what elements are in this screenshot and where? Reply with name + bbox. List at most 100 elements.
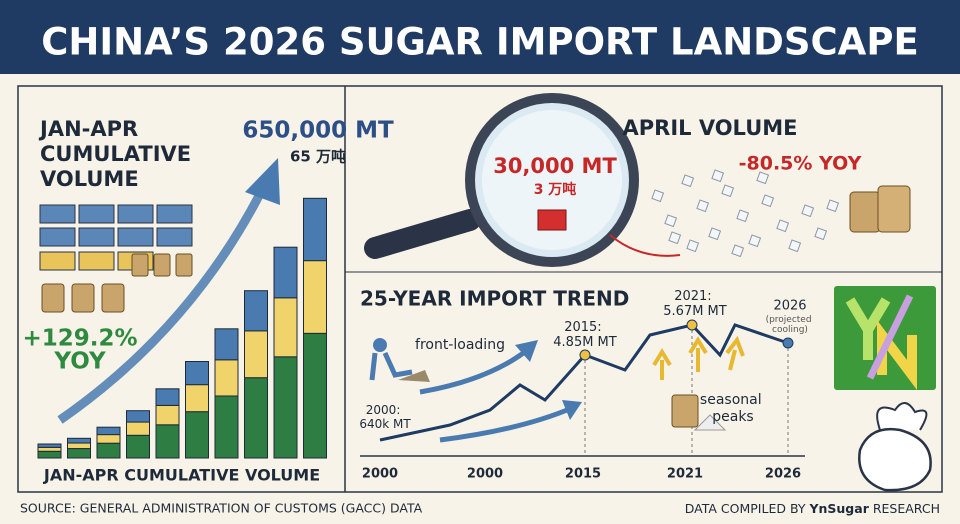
heading-line: CUMULATIVE [40, 142, 191, 166]
trend-axis-labels: 2000 2000 2015 2021 2026 [362, 330, 801, 482]
sugar-bag [131, 253, 149, 277]
container [78, 251, 115, 271]
yoy-value: +129.2% [22, 326, 137, 352]
container [156, 204, 193, 224]
bar-segment [273, 297, 298, 358]
logo-mark [845, 297, 891, 360]
bar-segment [37, 443, 62, 448]
sugar-bag [877, 185, 911, 233]
trend-line [379, 323, 789, 442]
sugar-cube [731, 244, 745, 258]
growth-arrow [57, 187, 267, 424]
annotation-2000: 2000: 640k MT [359, 403, 411, 431]
container [156, 227, 193, 247]
sugar-cube [708, 227, 722, 241]
sugar-cubes [651, 169, 840, 258]
april-value: 30,000 MT [493, 154, 617, 178]
bar-segment [67, 442, 91, 450]
bar-segment [244, 290, 268, 332]
sugar-bag [849, 191, 881, 233]
container-icons [39, 204, 193, 313]
container [78, 227, 115, 247]
credit-prefix: DATA COMPILED BY [685, 501, 810, 516]
beet [858, 427, 932, 492]
credit-brand: YnSugar [808, 501, 869, 516]
line: 4.85M MT [553, 335, 617, 350]
sugar-cube [681, 174, 695, 188]
magnifier-glass [482, 110, 622, 250]
sugar-cube [748, 234, 762, 248]
pointer-line [609, 234, 681, 257]
total-volume: 650,000 MT [242, 118, 394, 144]
bar-segment [37, 446, 62, 452]
footer-source: SOURCE: GENERAL ADMINISTRATION OF CUSTOM… [20, 501, 423, 516]
bar-segment [214, 328, 239, 361]
sugar-cube [668, 231, 682, 245]
chart-label: JAN-APR CUMULATIVE VOLUME [43, 466, 320, 485]
bar-segment [303, 260, 327, 334]
bar-segment [96, 442, 121, 459]
magnifier-handle [364, 209, 481, 259]
seasonal-label: seasonal peaks [700, 392, 766, 425]
sugar-cube [826, 199, 840, 213]
heading-line: JAN-APR [38, 117, 138, 141]
bar-segment [155, 388, 180, 406]
stacked-bars [37, 197, 327, 459]
trend-arrowhead [562, 400, 582, 420]
bar-segment [303, 197, 327, 262]
sugar-cube [756, 171, 770, 185]
sugar-cube [776, 219, 790, 233]
sugar-cube [736, 209, 750, 223]
bar-segment [126, 434, 150, 459]
sugar-cube [651, 189, 665, 203]
axis-label: 2026 [765, 467, 801, 482]
container [39, 251, 76, 271]
credit-suffix: RESEARCH [869, 501, 940, 516]
bar-segment [126, 421, 150, 436]
axis-label: 2021 [667, 467, 703, 482]
header-bar [0, 0, 960, 74]
sugar-bag [101, 283, 125, 313]
bar-segment [303, 332, 327, 459]
trend-point [686, 319, 698, 331]
worker-icon [369, 351, 413, 381]
trend-point [782, 337, 794, 349]
trend-point [579, 349, 591, 361]
april-heading: APRIL VOLUME [623, 116, 798, 140]
trend-title: 25-YEAR IMPORT TREND [360, 287, 629, 311]
sugar-bag [41, 283, 65, 313]
worker-icon [373, 338, 387, 352]
trend-arrow [419, 346, 532, 395]
trend-arrowhead [515, 340, 538, 362]
sugar-cube [696, 199, 710, 213]
bar-segment [126, 410, 150, 423]
line: cooling) [772, 325, 808, 335]
line: peaks [712, 409, 753, 425]
bar-segment [244, 377, 268, 459]
cumulative-heading: JAN-APR CUMULATIVE VOLUME [38, 117, 198, 191]
logo-cane [866, 294, 914, 380]
footer-credit: DATA COMPILED BY YnSugar RESEARCH [685, 501, 940, 516]
total-volume-cn: 65 万吨 [290, 148, 346, 166]
axis-label: 2000 [362, 467, 398, 482]
line: (projected [766, 315, 812, 325]
sugar-cube [814, 227, 828, 241]
sugar-cube [686, 239, 700, 253]
bar-segment [96, 426, 121, 436]
front-loading-label: front-loading [415, 337, 505, 353]
sugar-cube [721, 184, 735, 198]
annotation-2015: 2015: 4.85M MT [553, 320, 617, 350]
bar-segment [96, 434, 121, 444]
sugar-pile [693, 414, 727, 431]
line: seasonal [700, 392, 762, 408]
sugar-bag [671, 394, 699, 428]
trend-arrow [439, 405, 573, 443]
bar-segment [273, 246, 298, 299]
container [117, 204, 154, 224]
bar-segment [155, 424, 180, 459]
bar-segment [67, 448, 91, 459]
peak-arrows [652, 335, 745, 380]
annotation-projected: (projected cooling) [766, 315, 815, 335]
bar-segment [67, 437, 91, 444]
